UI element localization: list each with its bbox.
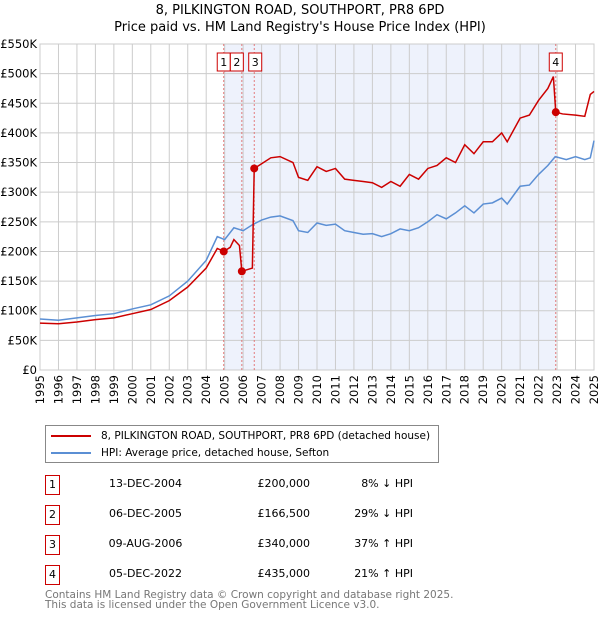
x-tick-label: 2007 — [255, 375, 269, 404]
sale-price: £200,000 — [257, 477, 311, 490]
shaded-region — [223, 44, 556, 370]
sale-label: 3 — [252, 56, 259, 69]
sale-row: 1 13-DEC-2004 £200,000 8% ↓ HPI — [45, 475, 445, 495]
chart-subtitle: Price paid vs. HM Land Registry's House … — [114, 20, 486, 35]
sale-point — [237, 267, 246, 276]
sale-hpi-diff: 37% ↑ HPI — [354, 537, 413, 550]
x-tick-label: 2024 — [569, 375, 583, 404]
x-tick-label: 2012 — [347, 375, 361, 404]
property-line — [39, 76, 595, 325]
sale-point — [219, 247, 228, 256]
x-tick-label: 1999 — [107, 375, 121, 404]
x-tick-label: 2009 — [292, 375, 306, 404]
y-tick-label: £50K — [8, 333, 38, 347]
sale-point — [250, 164, 259, 173]
x-tick-label: 2023 — [550, 375, 564, 404]
legend-property-swatch — [51, 435, 91, 437]
x-tick-label: 2021 — [513, 375, 527, 404]
sale-row: 4 05-DEC-2022 £435,000 21% ↑ HPI — [45, 565, 445, 585]
x-tick-label: 2010 — [310, 375, 324, 404]
legend-hpi-label: HPI: Average price, detached house, Seft… — [101, 447, 330, 459]
x-tick-label: 2017 — [439, 375, 453, 404]
sale-date: 09-AUG-2006 — [108, 537, 183, 550]
sale-marker-badge: 3 — [45, 535, 60, 555]
x-tick-label: 2004 — [199, 375, 213, 404]
y-tick-label: £100K — [0, 304, 37, 318]
footer: Contains HM Land Registry data © Crown c… — [45, 589, 454, 611]
x-tick-label: 2006 — [236, 375, 250, 404]
chart-title: 8, PILKINGTON ROAD, SOUTHPORT, PR8 6PD — [155, 3, 445, 18]
y-tick-label: £300K — [0, 185, 37, 199]
sale-label-box — [248, 52, 263, 72]
y-tick-label: £500K — [0, 67, 37, 81]
x-tick-label: 2015 — [402, 375, 416, 404]
x-tick-label: 2000 — [125, 375, 139, 404]
x-tick-label: 2003 — [181, 375, 195, 404]
x-tick-label: 1998 — [88, 375, 102, 404]
y-tick-label: £200K — [0, 244, 37, 258]
y-tick-label: £0 — [22, 363, 37, 377]
sale-point — [551, 108, 560, 117]
x-tick-label: 2022 — [532, 375, 546, 404]
x-tick-label: 2025 — [587, 375, 600, 404]
x-tick-label: 2014 — [384, 375, 398, 404]
x-tick-label: 2008 — [273, 375, 287, 404]
footer-line-1: Contains HM Land Registry data © Crown c… — [45, 589, 454, 601]
sale-price: £166,500 — [257, 507, 311, 520]
legend-property-label: 8, PILKINGTON ROAD, SOUTHPORT, PR8 6PD (… — [101, 430, 431, 442]
sale-date: 05-DEC-2022 — [108, 567, 183, 580]
y-tick-label: £400K — [0, 126, 37, 140]
sale-marker-badge: 2 — [45, 505, 60, 525]
x-tick-label: 1995 — [33, 375, 47, 404]
sale-price: £340,000 — [257, 537, 311, 550]
x-tick-label: 1997 — [70, 375, 84, 404]
sale-label-box — [548, 52, 563, 72]
x-tick-label: 2011 — [328, 375, 342, 404]
sale-label: 4 — [552, 56, 559, 69]
sale-marker-badge: 1 — [45, 475, 60, 495]
y-tick-label: £450K — [0, 96, 37, 110]
x-tick-label: 2016 — [421, 375, 435, 404]
x-tick-label: 2018 — [458, 375, 472, 404]
x-tick-label: 1996 — [51, 375, 65, 404]
sale-date: 13-DEC-2004 — [108, 477, 183, 490]
sale-hpi-diff: 21% ↑ HPI — [354, 567, 413, 580]
legend: 8, PILKINGTON ROAD, SOUTHPORT, PR8 6PD (… — [45, 425, 439, 463]
x-tick-label: 2013 — [365, 375, 379, 404]
sale-hpi-diff: 8% ↓ HPI — [361, 477, 413, 490]
legend-hpi-swatch — [51, 452, 91, 454]
y-tick-label: £150K — [0, 274, 37, 288]
x-tick-label: 2019 — [476, 375, 490, 404]
x-tick-label: 2001 — [144, 375, 158, 404]
sale-hpi-diff: 29% ↓ HPI — [354, 507, 413, 520]
sale-label: 2 — [233, 56, 240, 69]
sale-label-box — [229, 52, 244, 72]
y-tick-label: £250K — [0, 215, 37, 229]
plot-frame — [39, 43, 595, 371]
hpi-line — [39, 140, 595, 321]
sale-date: 06-DEC-2005 — [108, 507, 183, 520]
sale-label: 1 — [220, 56, 227, 69]
x-tick-label: 2005 — [218, 375, 232, 404]
sale-marker-badge: 4 — [45, 565, 60, 585]
x-tick-label: 2020 — [495, 375, 509, 404]
sale-price: £435,000 — [257, 567, 311, 580]
price-chart: £0 £50K £100K £150K £200K £250K £300K £350K £400… — [0, 37, 600, 404]
footer-line-2: This data is licensed under the Open Gov… — [45, 599, 380, 611]
sale-row: 3 09-AUG-2006 £340,000 37% ↑ HPI — [45, 535, 445, 555]
sale-row: 2 06-DEC-2005 £166,500 29% ↓ HPI — [45, 505, 445, 525]
y-tick-label: £550K — [0, 37, 37, 51]
x-tick-label: 2002 — [162, 375, 176, 404]
y-tick-label: £350K — [0, 156, 37, 170]
